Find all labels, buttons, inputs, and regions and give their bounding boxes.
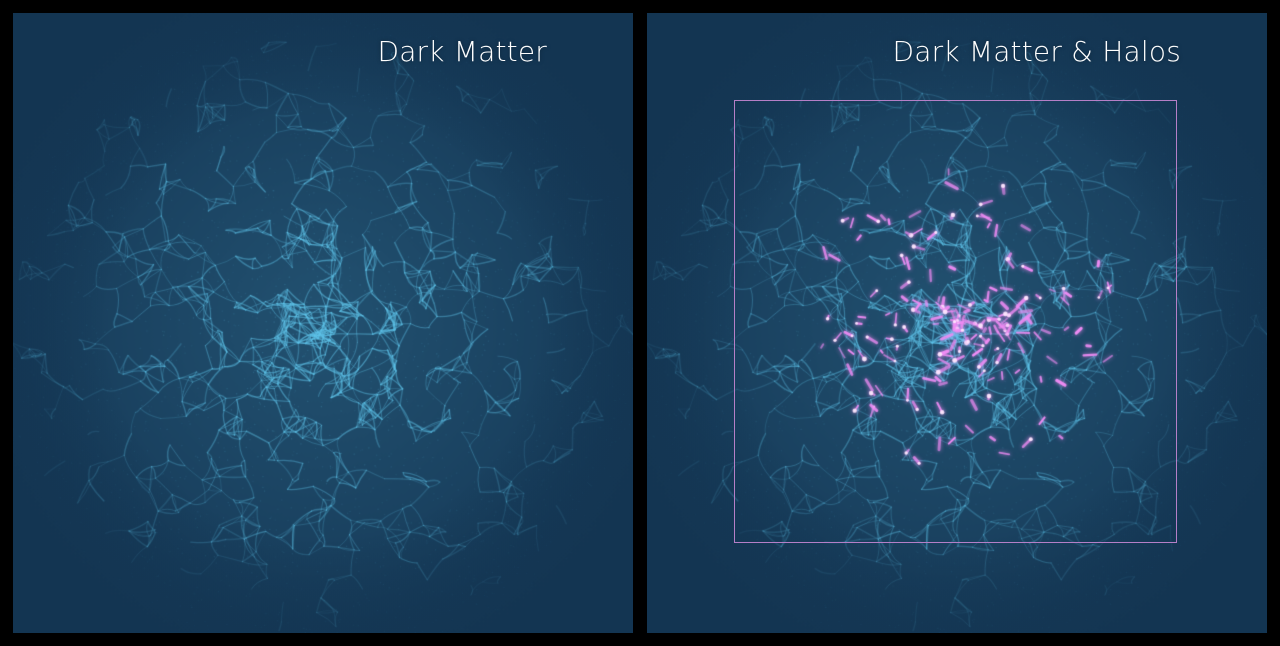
dark-matter-title: Dark Matter [377, 35, 547, 68]
dark-matter-halos-panel: Dark Matter & Halos [647, 13, 1267, 633]
dark-matter-halos-title: Dark Matter & Halos [892, 35, 1181, 68]
dark-matter-map [13, 13, 633, 633]
dark-matter-halos-map [647, 13, 1267, 633]
dark-matter-panel: Dark Matter [13, 13, 633, 633]
halo-region-box [734, 100, 1177, 543]
